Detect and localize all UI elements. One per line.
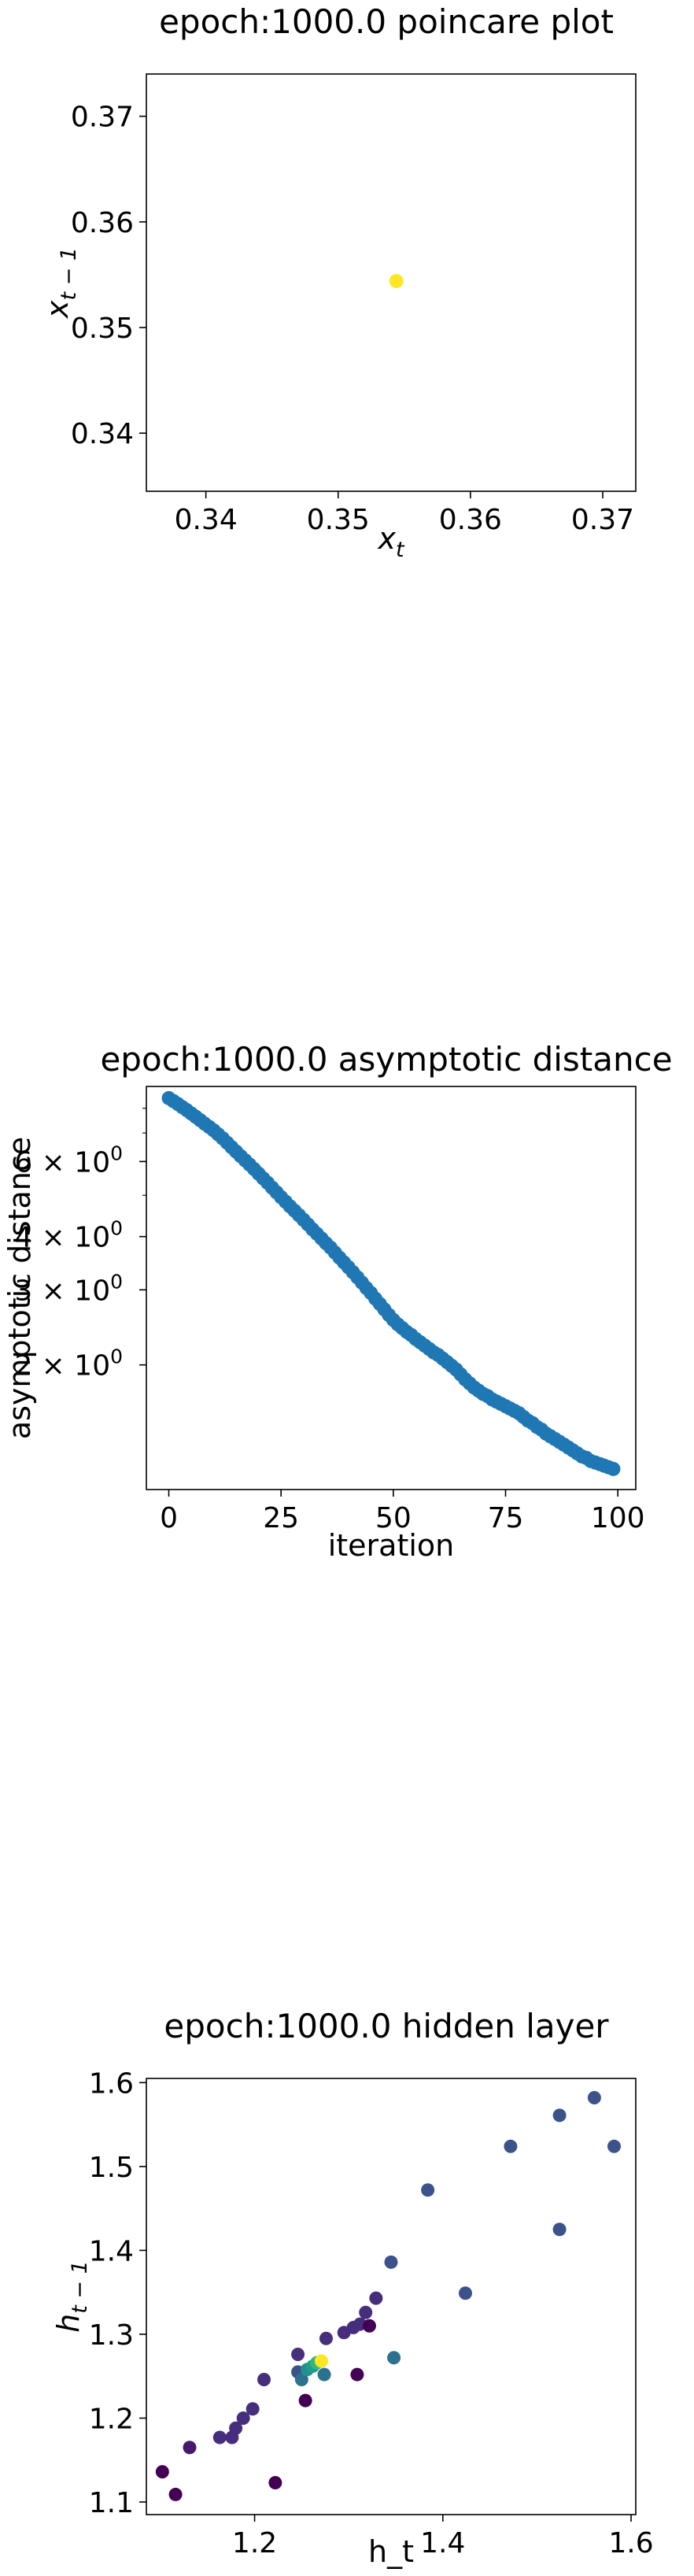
scatter-point	[155, 2465, 169, 2479]
y-tick-label: 1.3	[89, 2319, 134, 2352]
scatter-point	[359, 2305, 373, 2319]
asymptotic-points	[161, 1090, 621, 1476]
y-tick-label: 2 × 100	[14, 1345, 123, 1382]
hidden-y-ticks: 1.1 1.2 1.3 1.4 1.5 1.6	[89, 2067, 146, 2519]
x-tick-label: 1.6	[608, 2527, 653, 2559]
scatter-point	[317, 2367, 331, 2382]
scatter-point	[458, 2286, 472, 2300]
x-tick-label: 0.34	[175, 504, 238, 536]
hidden-y-axis-label: ht − 1	[51, 2260, 92, 2333]
y-tick-label: 3 × 100	[14, 1270, 123, 1307]
scatter-point	[350, 2367, 364, 2382]
scatter-point	[362, 2319, 376, 2333]
poincare-x-ticks: 0.34 0.35 0.36 0.37	[175, 491, 634, 536]
hidden-x-axis-label: h_t	[368, 2534, 414, 2569]
x-tick-label: 75	[488, 1502, 524, 1534]
x-tick-label: 1.2	[232, 2527, 277, 2559]
asymptotic-plot-frame	[146, 1086, 637, 1490]
x-tick-label: 0.36	[439, 504, 502, 536]
poincare-x-axis-label: xt	[377, 521, 405, 562]
poincare-points	[389, 273, 404, 288]
x-tick-label: 50	[375, 1502, 412, 1534]
hidden-plot-frame	[146, 2078, 637, 2515]
poincare-chart: epoch:1000.0 poincare plot 0.34 0.35 0.36 0…	[40, 2, 637, 562]
y-tick-label: 1.6	[89, 2067, 134, 2100]
asymptotic-x-axis-label: iteration	[328, 1528, 455, 1563]
asymptotic-y-axis-label: asymptotic distance	[2, 1137, 37, 1439]
scatter-point	[183, 2441, 197, 2455]
scatter-point	[319, 2331, 333, 2345]
y-tick-label: 1.2	[89, 2403, 134, 2435]
y-tick-label: 0.36	[71, 207, 134, 239]
poincare-plot-frame	[146, 73, 637, 492]
x-tick-label: 0.35	[307, 504, 370, 536]
poincare-y-ticks: 0.34 0.35 0.36 0.37	[71, 102, 146, 450]
x-tick-label: 25	[263, 1502, 299, 1534]
scatter-point	[552, 2108, 567, 2123]
scatter-point	[229, 2421, 243, 2435]
scatter-point	[314, 2354, 328, 2368]
poincare-title: epoch:1000.0 poincare plot	[159, 2, 614, 41]
scatter-point	[298, 2393, 312, 2408]
x-tick-label: 1.4	[420, 2527, 465, 2559]
y-tick-label: 0.37	[71, 102, 134, 134]
scatter-point	[389, 273, 404, 288]
x-tick-label: 0.37	[571, 504, 634, 536]
scatter-point	[291, 2348, 305, 2362]
hidden-x-ticks: 1.2 1.4 1.6	[232, 2515, 654, 2559]
y-tick-label: 4 × 100	[14, 1217, 123, 1254]
scatter-point	[268, 2476, 282, 2490]
asymptotic-distance-chart: epoch:1000.0 asymptotic distance 0 25 50 75…	[2, 1040, 673, 1563]
scatter-point	[607, 2139, 621, 2153]
hidden-points	[155, 2091, 621, 2501]
scatter-point	[294, 2372, 308, 2386]
scatter-point	[212, 2430, 227, 2445]
scatter-point	[606, 1461, 621, 1476]
x-tick-label: 0	[160, 1502, 178, 1534]
scatter-point	[384, 2255, 398, 2269]
scatter-point	[587, 2091, 601, 2105]
x-tick-label: 100	[591, 1502, 645, 1534]
asymptotic-y-ticks: 2 × 100 3 × 100 4 × 100 6 × 100	[14, 1108, 146, 1382]
scatter-point	[257, 2372, 271, 2386]
scatter-point	[421, 2183, 435, 2197]
scatter-point	[552, 2223, 567, 2237]
y-tick-label: 0.35	[71, 313, 134, 345]
scatter-point	[369, 2291, 383, 2305]
y-tick-label: 1.4	[89, 2235, 134, 2267]
scatter-point	[387, 2351, 401, 2365]
hidden-title: epoch:1000.0 hidden layer	[164, 2007, 609, 2045]
scatter-point	[236, 2411, 250, 2425]
scatter-point	[504, 2139, 518, 2153]
y-tick-label: 1.1	[89, 2487, 134, 2519]
y-tick-label: 1.5	[89, 2152, 134, 2184]
poincare-y-axis-label: xt − 1	[40, 247, 81, 319]
hidden-layer-chart: epoch:1000.0 hidden layer 1.2 1.4 1.6 1.11…	[51, 2007, 654, 2569]
y-tick-label: 6 × 100	[14, 1142, 123, 1179]
asymptotic-title: epoch:1000.0 asymptotic distance	[100, 1040, 672, 1079]
scatter-point	[245, 2402, 260, 2416]
scatter-point	[168, 2487, 183, 2501]
asymptotic-x-ticks: 0 25 50 75 100	[160, 1490, 645, 1534]
y-tick-label: 0.34	[71, 418, 134, 450]
